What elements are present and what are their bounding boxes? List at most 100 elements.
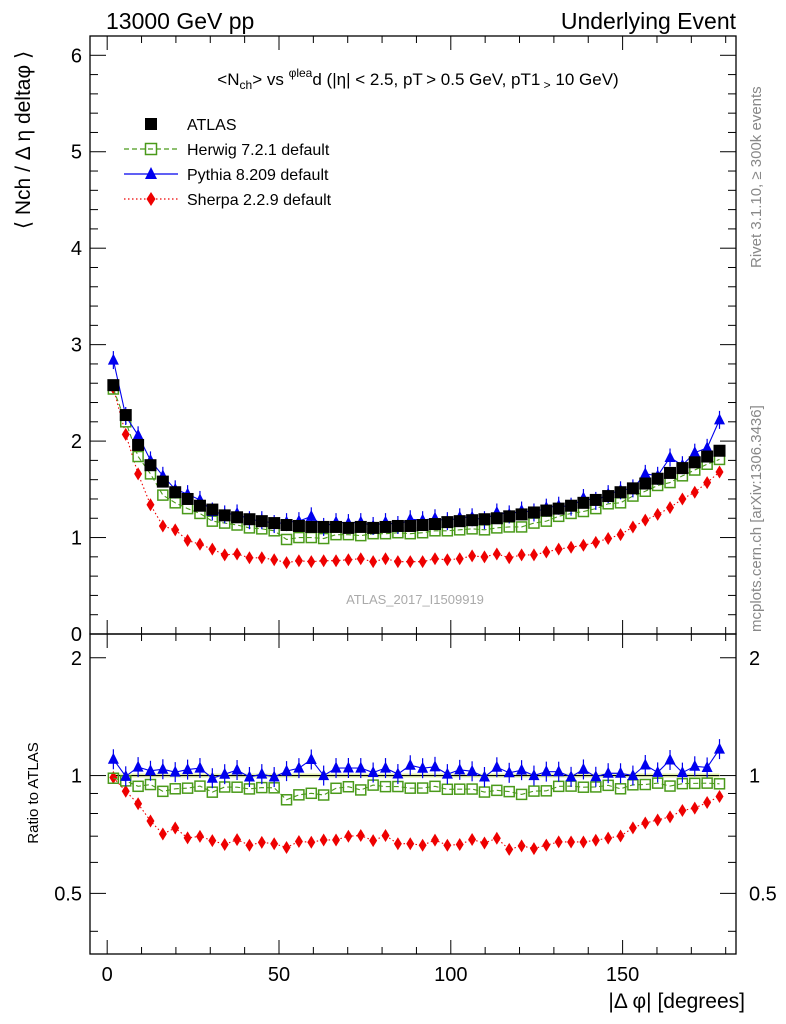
series-atlas	[107, 379, 726, 534]
data-point	[243, 513, 256, 526]
data-point	[516, 763, 528, 775]
data-point	[330, 782, 342, 795]
data-point	[689, 777, 701, 790]
data-point	[542, 545, 551, 559]
data-point	[157, 785, 169, 798]
data-point	[268, 517, 281, 530]
data-point	[255, 515, 268, 528]
data-point	[490, 512, 503, 525]
y-axis-label: ⟨ Nch / Δ η deltaφ ⟩	[12, 51, 35, 229]
data-point	[194, 761, 206, 773]
data-point	[528, 785, 540, 797]
data-point	[169, 783, 181, 795]
data-point	[169, 486, 182, 499]
data-point	[604, 532, 613, 546]
data-point	[616, 829, 625, 843]
data-point	[577, 781, 590, 793]
data-point	[195, 537, 204, 551]
data-point	[491, 760, 503, 772]
data-point	[689, 759, 701, 771]
data-point	[428, 518, 441, 531]
data-point	[332, 833, 341, 847]
data-point	[515, 521, 528, 533]
data-point	[379, 520, 392, 533]
legend: ATLAS Herwig 7.2.1 default Pythia 8.209 de…	[124, 117, 332, 209]
data-point	[492, 831, 501, 845]
data-point	[429, 780, 441, 793]
data-point	[132, 780, 144, 793]
legend-marker	[144, 142, 158, 156]
data-point	[144, 459, 157, 472]
data-point	[134, 467, 143, 481]
data-point	[528, 769, 540, 781]
series-sherpa	[109, 381, 724, 570]
series-line	[112, 387, 720, 564]
data-point	[567, 835, 576, 849]
data-point	[653, 813, 662, 827]
data-point	[703, 796, 712, 810]
data-point	[280, 794, 293, 806]
data-point	[664, 450, 676, 462]
data-point	[342, 761, 354, 773]
data-point	[627, 769, 639, 781]
ratio-line	[113, 777, 720, 801]
data-point	[713, 444, 726, 457]
data-point	[715, 465, 724, 479]
rivet-note: Rivet 3.1.10, ≥ 300k events	[748, 86, 765, 268]
data-point	[169, 765, 181, 777]
data-point	[714, 742, 726, 754]
data-point	[257, 835, 266, 849]
data-point	[628, 520, 637, 534]
data-point	[577, 762, 589, 774]
data-point	[602, 490, 615, 503]
data-point	[714, 413, 726, 425]
legend-label: Pythia 8.209 default	[187, 167, 329, 184]
y-tick-label: 0	[71, 624, 82, 646]
data-point	[268, 770, 280, 782]
data-point	[307, 555, 316, 569]
data-point	[602, 766, 614, 778]
ratio-pythia	[107, 739, 726, 789]
data-point	[542, 838, 551, 852]
data-point	[406, 837, 415, 851]
ratio-tick-label: 0.5	[54, 883, 82, 905]
data-point	[455, 837, 464, 851]
data-point	[641, 816, 650, 830]
data-point	[305, 509, 317, 521]
y-tick-label: 5	[71, 142, 82, 164]
data-point	[231, 763, 243, 775]
x-axis-label: |Δ φ| [degrees]	[608, 990, 745, 1013]
data-point	[206, 503, 219, 516]
data-point	[664, 753, 676, 765]
data-point	[443, 838, 452, 852]
data-point	[245, 838, 254, 852]
ratio-axis-label: Ratio to ATLAS	[25, 742, 42, 843]
data-point	[517, 548, 526, 562]
data-point	[280, 519, 293, 532]
data-point	[293, 761, 305, 773]
data-point	[430, 833, 439, 847]
data-point	[182, 763, 194, 775]
legend-item: Sherpa 2.2.9 default	[124, 192, 332, 209]
y-tick-label: 3	[71, 335, 82, 357]
y-tick-label: 6	[71, 45, 82, 67]
data-point	[666, 810, 675, 824]
data-point	[307, 835, 316, 849]
data-point	[330, 520, 343, 533]
data-point	[404, 519, 417, 532]
title-segment: > 0.5 GeV, pT1	[426, 70, 540, 89]
data-point	[554, 542, 563, 556]
ratio-plot-area	[107, 739, 726, 856]
data-point	[404, 758, 416, 770]
data-point	[292, 519, 305, 532]
title-segment: d (|η| < 2.5, pT	[312, 70, 422, 89]
data-point	[505, 842, 514, 856]
data-point	[195, 829, 204, 843]
data-point	[257, 551, 266, 565]
data-point	[676, 462, 689, 475]
data-point	[280, 533, 293, 546]
data-point	[529, 548, 538, 562]
data-point	[121, 427, 130, 441]
data-point	[527, 506, 540, 519]
